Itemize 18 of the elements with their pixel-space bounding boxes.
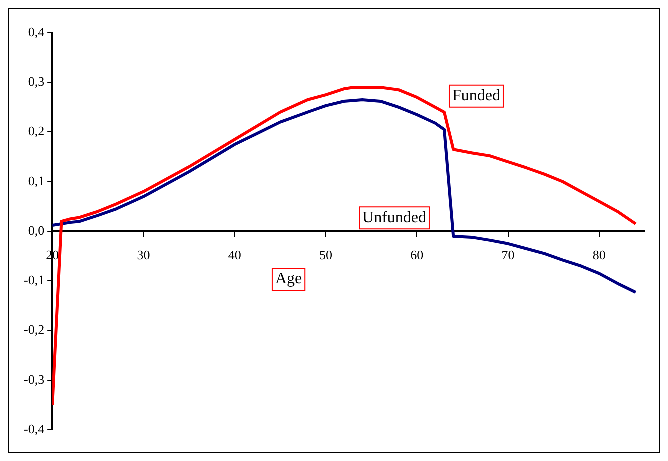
x-tick-label: 50	[320, 248, 333, 263]
y-tick-label: 0,3	[28, 74, 45, 90]
y-tick-label: -0,2	[24, 322, 45, 338]
series-label: Unfunded	[362, 209, 426, 226]
x-tick-label: 30	[137, 248, 150, 263]
y-tick-label: -0,1	[24, 272, 45, 288]
y-tick-label: 0,2	[28, 124, 45, 139]
y-tick-label: -0,4	[24, 421, 46, 436]
series-label: Funded	[452, 88, 500, 105]
x-tick-label: 40	[228, 248, 242, 263]
y-tick-label: 0,4	[28, 24, 46, 40]
x-tick-label: 60	[410, 248, 424, 263]
x-tick-label: 80	[592, 248, 606, 263]
x-axis-title: Age	[275, 270, 302, 288]
y-tick-label: -0,3	[24, 372, 45, 387]
y-tick-label: 0,1	[28, 173, 45, 188]
x-tick-label: 70	[502, 248, 515, 263]
y-tick-label: 0,0	[28, 222, 45, 238]
